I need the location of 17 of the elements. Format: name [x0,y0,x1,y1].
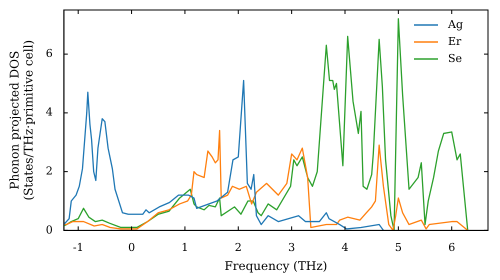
x-tick-label: -1 [72,240,84,254]
legend-label: Er [448,34,462,48]
x-tick-label: 2 [234,240,242,254]
x-tick-label: 4 [342,240,348,254]
y-tick-label: 4 [46,106,53,119]
x-tick-label: 0 [128,240,136,254]
y-tick-label: 0 [46,223,53,236]
x-tick-label: 3 [288,240,296,254]
x-tick-label: 1 [181,240,188,254]
legend-label: Se [448,52,462,65]
legend-label: Ag [447,18,463,31]
x-tick-label: 6 [448,240,456,254]
y-tick-label: 2 [46,164,53,178]
y-tick-label: 6 [46,46,53,60]
x-axis-title: Frequency (THz) [224,258,328,273]
x-tick-label: 5 [394,240,402,254]
y-axis-title: Phonon projected DOS (States/THz·primitive cell) [7,40,36,201]
